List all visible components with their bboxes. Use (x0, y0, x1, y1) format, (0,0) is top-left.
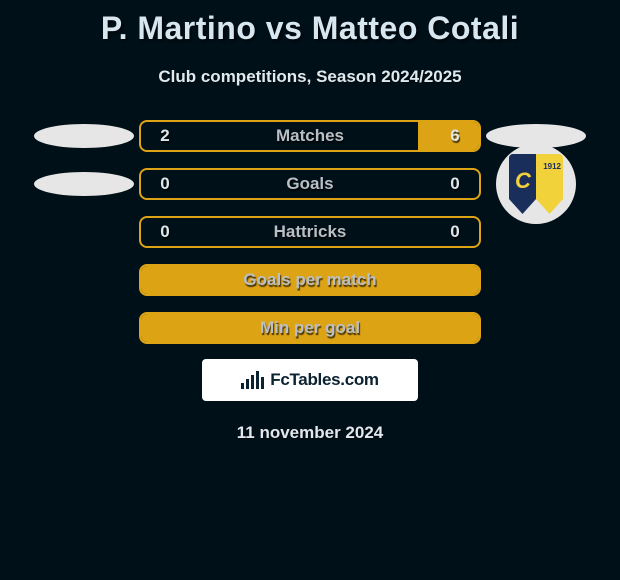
stat-value-right: 0 (431, 222, 479, 242)
right-badge-slot (481, 311, 591, 345)
stat-label: Goals per match (189, 270, 431, 290)
stat-row: 0 Goals 0 1912 C (0, 167, 620, 201)
subtitle: Club competitions, Season 2024/2025 (0, 67, 620, 87)
watermark-box: FcTables.com (202, 359, 418, 401)
placeholder-ellipse-icon (34, 124, 134, 148)
badge-monogram: C (515, 170, 531, 192)
left-badge-slot (29, 167, 139, 201)
club-badge-modena-icon: 1912 C (496, 144, 576, 224)
date-label: 11 november 2024 (0, 423, 620, 443)
stat-row: Goals per match (0, 263, 620, 297)
stat-value-left: 0 (141, 222, 189, 242)
badge-year: 1912 (543, 162, 561, 171)
stat-label: Hattricks (189, 222, 431, 242)
stat-value-right: 0 (431, 174, 479, 194)
stat-label: Goals (189, 174, 431, 194)
stat-bar: Min per goal (139, 312, 481, 344)
stat-bar: 0 Hattricks 0 (139, 216, 481, 248)
stat-value-right: 6 (431, 126, 479, 146)
comparison-card: P. Martino vs Matteo Cotali Club competi… (0, 0, 620, 580)
stat-label: Min per goal (189, 318, 431, 338)
stat-rows: 2 Matches 6 0 Goals 0 (0, 119, 620, 345)
page-title: P. Martino vs Matteo Cotali (0, 0, 620, 47)
stat-row: Min per goal (0, 311, 620, 345)
stat-bar: 2 Matches 6 (139, 120, 481, 152)
stat-value-left: 0 (141, 174, 189, 194)
bar-chart-icon (241, 371, 264, 389)
left-badge-slot (29, 263, 139, 297)
placeholder-ellipse-icon (34, 172, 134, 196)
left-badge-slot (29, 311, 139, 345)
shield-icon: 1912 C (509, 154, 563, 214)
watermark-text: FcTables.com (270, 370, 379, 390)
stat-value-left: 2 (141, 126, 189, 146)
stat-bar: 0 Goals 0 (139, 168, 481, 200)
right-badge-slot: 1912 C (481, 167, 591, 201)
stat-bar: Goals per match (139, 264, 481, 296)
left-badge-slot (29, 215, 139, 249)
left-badge-slot (29, 119, 139, 153)
right-badge-slot (481, 263, 591, 297)
stat-label: Matches (189, 126, 431, 146)
